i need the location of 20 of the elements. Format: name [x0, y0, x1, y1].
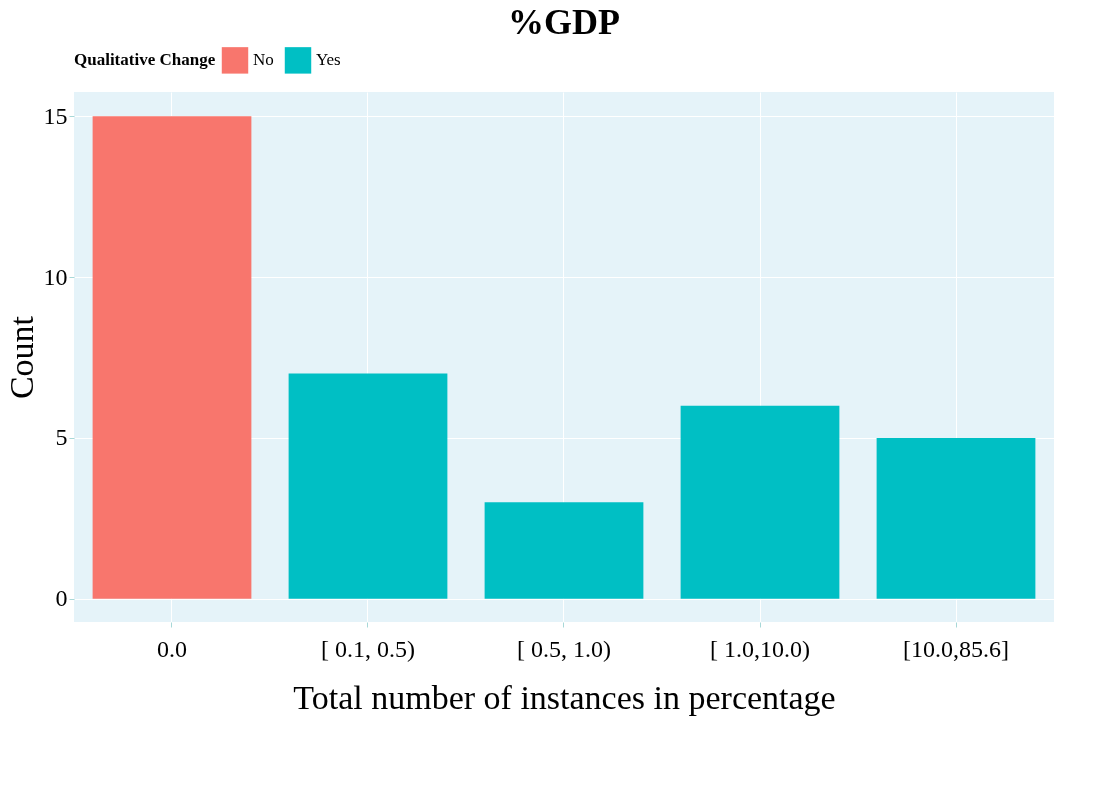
- x-tick-label: [10.0,85.6]: [903, 635, 1009, 662]
- y-tick-label: 10: [43, 263, 68, 290]
- legend-label: Yes: [316, 50, 341, 70]
- x-tick-label: [ 0.1, 0.5): [321, 635, 415, 662]
- y-axis-title: Count: [2, 315, 40, 400]
- x-tick-label: [ 0.5, 1.0): [517, 635, 611, 662]
- y-tick-label: 5: [55, 424, 68, 451]
- x-tick-label: [ 1.0,10.0): [710, 635, 810, 662]
- bar: [484, 502, 644, 599]
- legend-label: No: [253, 50, 274, 70]
- x-tick-label: 0.0: [157, 635, 187, 662]
- chart-title: %GDP: [508, 2, 620, 42]
- bar: [92, 116, 252, 599]
- y-tick-label: 0: [55, 585, 68, 612]
- bar: [680, 405, 840, 599]
- bar: [876, 437, 1036, 599]
- x-axis-title: Total number of instances in percentage: [293, 678, 836, 716]
- bar: [288, 373, 448, 599]
- legend-title: Qualitative Change: [74, 50, 216, 69]
- y-tick-label: 15: [43, 102, 68, 129]
